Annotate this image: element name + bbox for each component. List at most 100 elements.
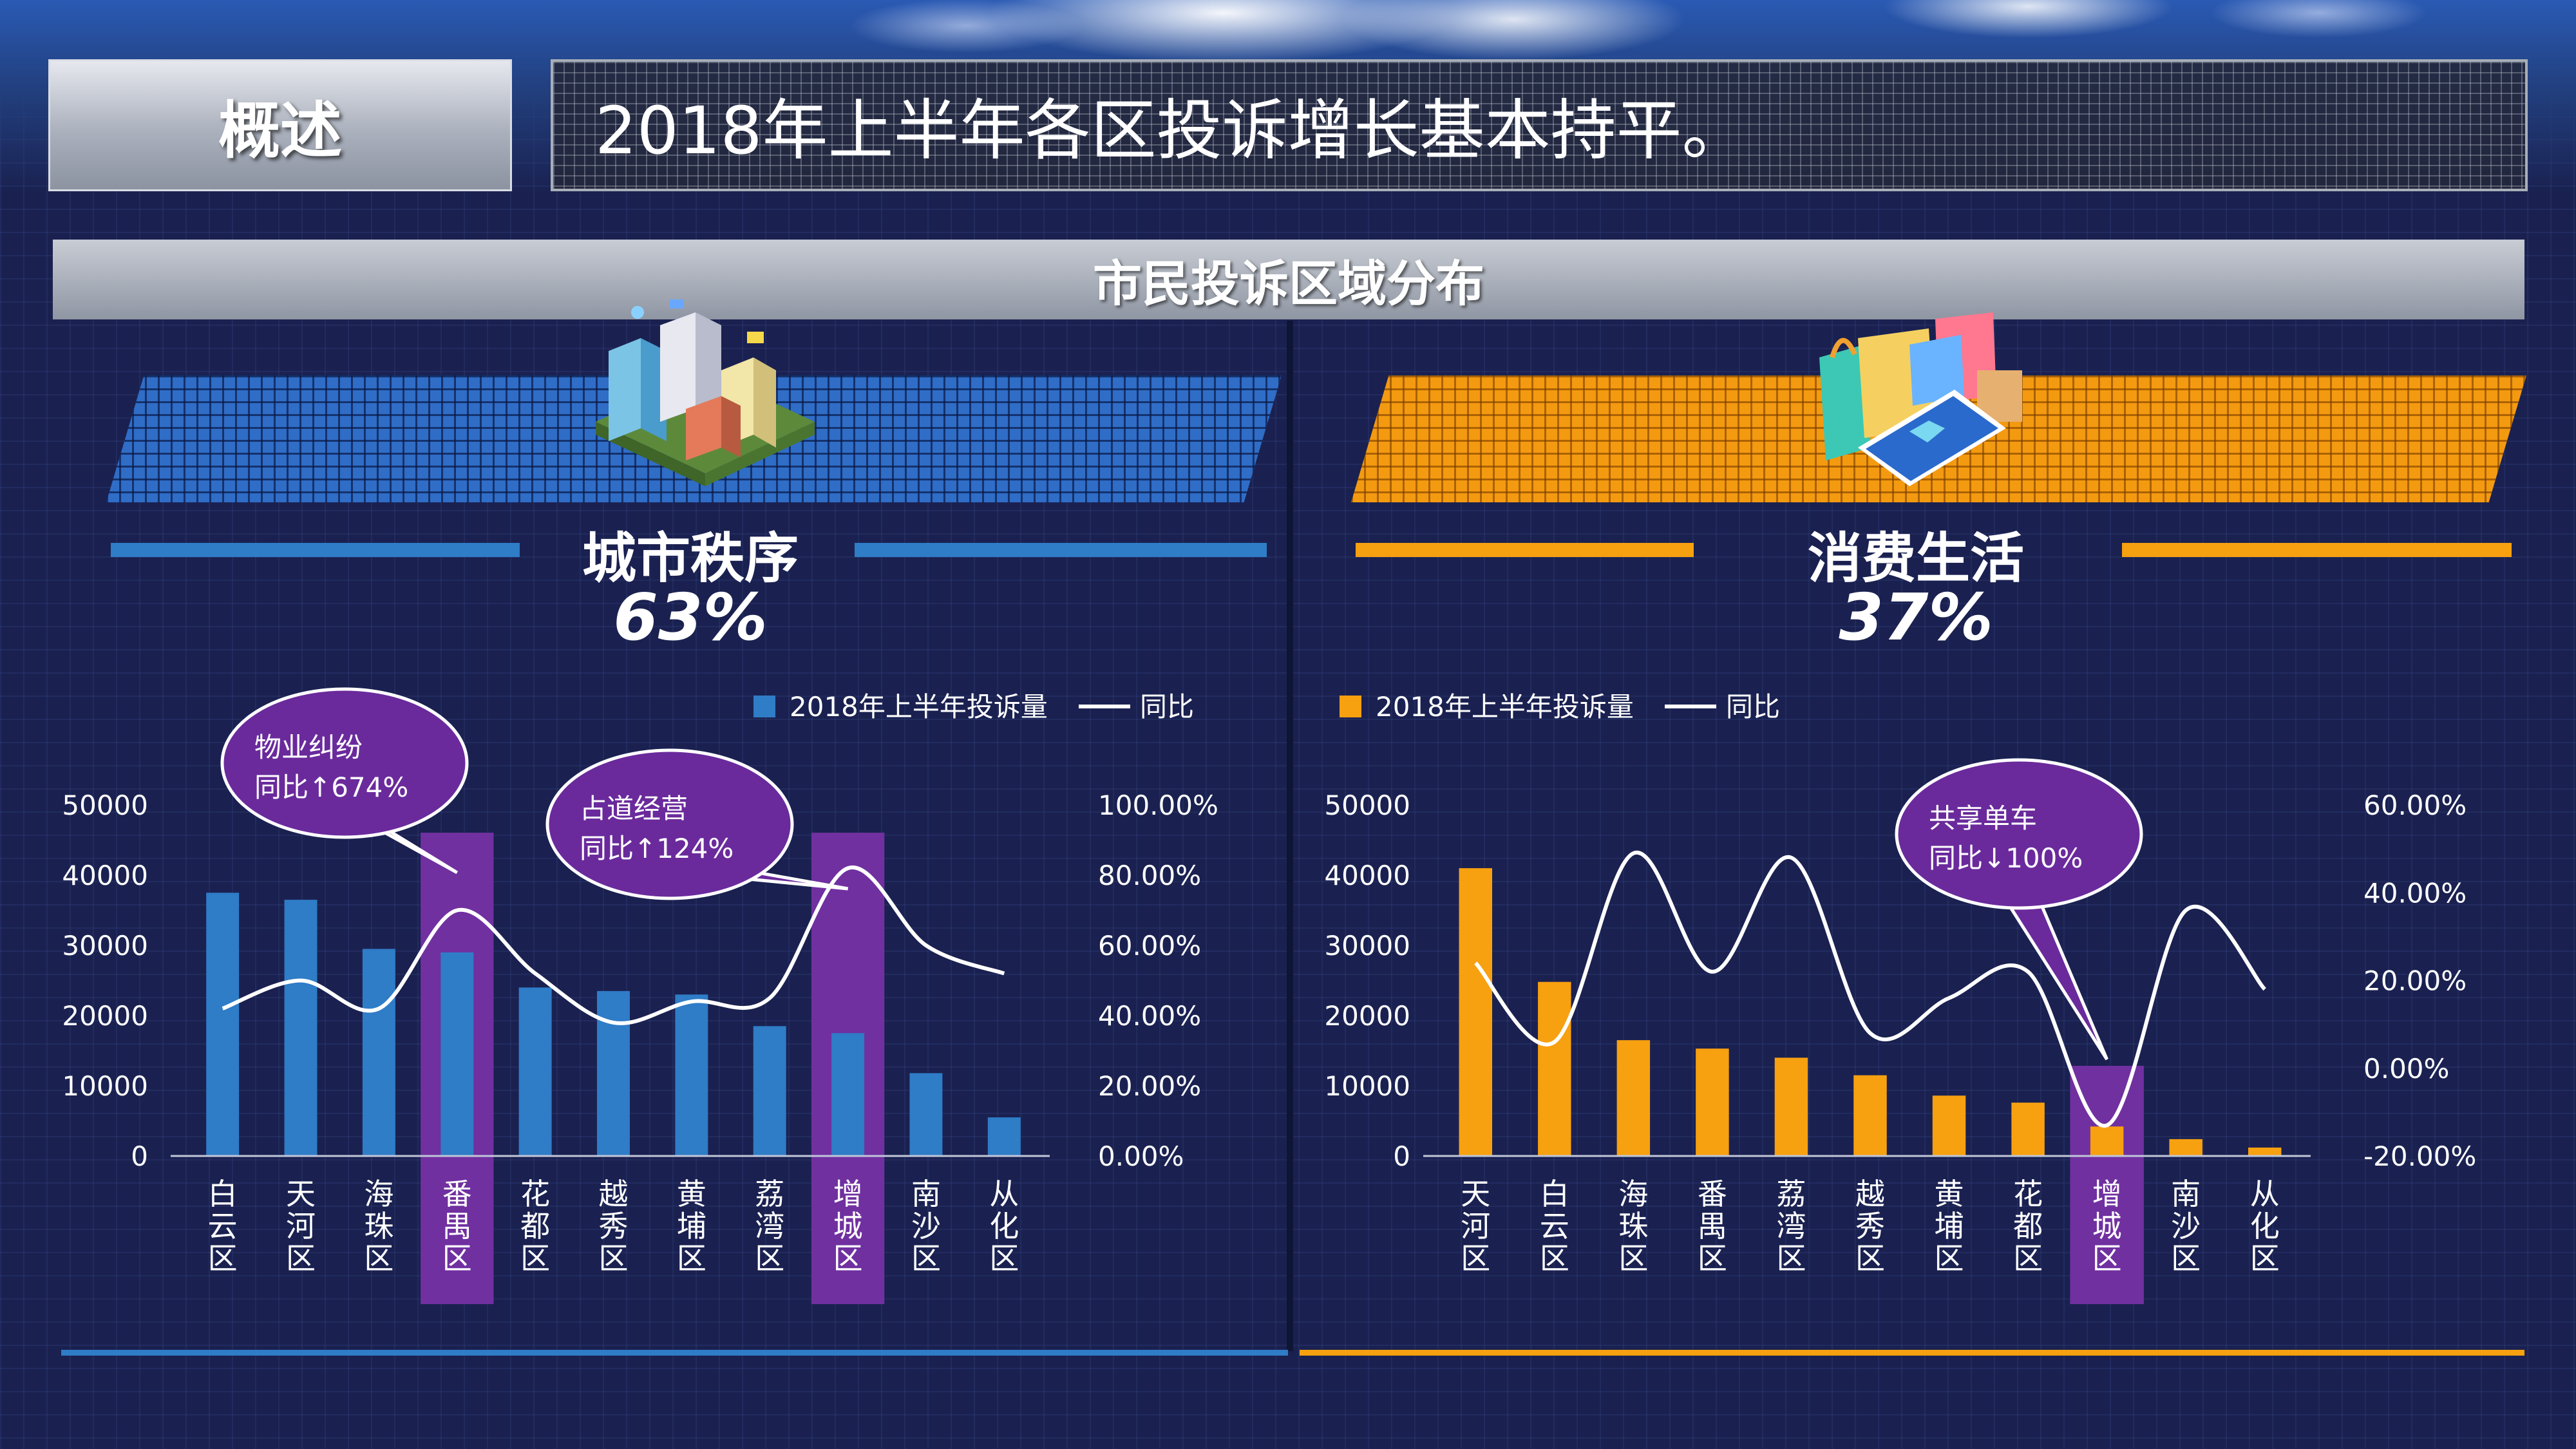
- bar-6: [597, 990, 630, 1156]
- legend-line-label: 同比: [1140, 691, 1194, 723]
- shopping-phone-icon: [1819, 312, 2022, 486]
- callout-line1: 物业纠纷: [254, 732, 363, 763]
- bar-5: [518, 987, 552, 1156]
- bar-3: [362, 949, 395, 1156]
- right-axis-tick: 40.00%: [2363, 877, 2467, 909]
- category-label-7: 黄埔区: [1935, 1177, 1964, 1276]
- left-axis-tick: 0: [131, 1141, 148, 1172]
- category-label-11: 从化区: [989, 1177, 1019, 1276]
- legend-line-label: 同比: [1726, 691, 1780, 723]
- right-axis-tick: 40.00%: [1098, 1000, 1201, 1032]
- right-category-percent: 37%: [1839, 580, 1993, 655]
- category-label-2: 天河区: [286, 1177, 316, 1276]
- bar-1: [206, 893, 240, 1156]
- category-label-7: 黄埔区: [677, 1177, 706, 1276]
- section-title-bar: 市民投诉区域分布: [53, 240, 2524, 319]
- category-label-10: 南沙区: [911, 1177, 941, 1276]
- bar-10: [2169, 1139, 2202, 1156]
- right-axis-tick: 0.00%: [1098, 1141, 1184, 1172]
- right-title-line-left: [1356, 543, 1694, 557]
- category-label-8: 花都区: [2013, 1177, 2043, 1276]
- right-axis-tick: 20.00%: [2363, 965, 2467, 997]
- category-label-1: 白云区: [208, 1177, 238, 1276]
- bar-11: [987, 1117, 1021, 1156]
- section-title: 市民投诉区域分布: [1093, 255, 1484, 312]
- bar-1: [1459, 868, 1493, 1156]
- left-axis-tick: 50000: [1324, 790, 1410, 821]
- bar-9: [831, 1033, 865, 1156]
- left-axis-tick: 20000: [1324, 1000, 1410, 1032]
- callout-ellipse: [220, 687, 469, 839]
- right-bottom-line: [1300, 1350, 2524, 1356]
- callout-ellipse: [545, 748, 794, 900]
- callout-line1: 共享单车: [1929, 802, 2037, 834]
- yoy-line: [1474, 850, 2266, 1128]
- bar-6: [1853, 1075, 1887, 1156]
- left-chart: 0 10000 20000 30000 40000 50000 0.00% 20.00% 40.…: [62, 687, 1218, 1304]
- category-label-2: 白云区: [1540, 1177, 1569, 1276]
- category-label-5: 荔湾区: [1776, 1177, 1806, 1276]
- callout-line2: 同比↑124%: [580, 833, 734, 864]
- bar-4: [440, 952, 474, 1156]
- left-title-line-left: [111, 543, 520, 557]
- right-axis-tick: 80.00%: [1098, 860, 1201, 891]
- category-label-3: 海珠区: [1618, 1177, 1648, 1276]
- bar-7: [675, 994, 708, 1156]
- panel-divider: [1287, 321, 1293, 1351]
- left-axis-tick: 0: [1393, 1141, 1410, 1172]
- left-category-name: 城市秩序: [582, 527, 799, 590]
- category-label-9: 增城区: [2092, 1177, 2122, 1276]
- bar-10: [909, 1073, 943, 1156]
- left-bottom-line: [61, 1350, 1288, 1356]
- callout-line2: 同比↓100%: [1929, 842, 2083, 874]
- left-axis-tick: 40000: [1324, 860, 1410, 891]
- yoy-line: [222, 865, 1005, 1025]
- right-title-line-right: [2122, 543, 2512, 557]
- left-category-percent: 63%: [613, 580, 768, 655]
- left-title-line-right: [855, 543, 1267, 557]
- bar-2: [1538, 981, 1571, 1156]
- category-label-8: 荔湾区: [755, 1177, 784, 1276]
- bar-9: [2090, 1126, 2124, 1156]
- callout-line2: 同比↑674%: [254, 772, 408, 803]
- category-label-10: 南沙区: [2171, 1177, 2201, 1276]
- right-chart: 0 10000 20000 30000 40000 50000 -20.00% 0.00% 20…: [1324, 691, 2476, 1304]
- right-axis-tick: -20.00%: [2363, 1141, 2476, 1172]
- category-label-3: 海珠区: [364, 1177, 393, 1276]
- left-axis-tick: 10000: [1324, 1070, 1410, 1102]
- callout-ellipse: [1895, 758, 2143, 910]
- right-axis-tick: 0.00%: [2363, 1053, 2449, 1084]
- category-label-5: 花都区: [520, 1177, 550, 1276]
- left-axis-tick: 30000: [1324, 930, 1410, 961]
- left-axis-tick: 20000: [62, 1000, 148, 1032]
- bar-8: [753, 1026, 786, 1156]
- bar-2: [284, 900, 317, 1156]
- bar-8: [2011, 1103, 2045, 1156]
- callout-line1: 占道经营: [580, 793, 688, 824]
- right-category-name: 消费生活: [1807, 527, 2024, 590]
- right-axis-tick: 60.00%: [1098, 930, 1201, 961]
- left-axis-tick: 10000: [62, 1070, 148, 1102]
- legend-bar-swatch: [753, 696, 775, 717]
- category-label-11: 从化区: [2250, 1177, 2280, 1276]
- right-axis-tick: 20.00%: [1098, 1070, 1201, 1102]
- highlight-column-9: [2070, 1066, 2144, 1304]
- bar-5: [1774, 1057, 1808, 1156]
- overview-box: 概述: [48, 59, 512, 191]
- category-label-9: 增城区: [833, 1177, 863, 1276]
- overview-label: 概述: [218, 95, 342, 167]
- category-label-4: 番禺区: [1698, 1177, 1727, 1276]
- headline-box: 2018年上半年各区投诉增长基本持平。: [551, 59, 2528, 191]
- category-label-4: 番禺区: [442, 1177, 472, 1276]
- headline-text: 2018年上半年各区投诉增长基本持平。: [595, 93, 1748, 169]
- bar-7: [1932, 1095, 1966, 1156]
- category-label-6: 越秀区: [599, 1177, 629, 1276]
- bar-4: [1696, 1048, 1729, 1156]
- left-axis-tick: 50000: [62, 790, 148, 821]
- legend-bar-label: 2018年上半年投诉量: [1376, 691, 1634, 723]
- category-label-1: 天河区: [1461, 1177, 1490, 1276]
- left-axis-tick: 30000: [62, 930, 148, 961]
